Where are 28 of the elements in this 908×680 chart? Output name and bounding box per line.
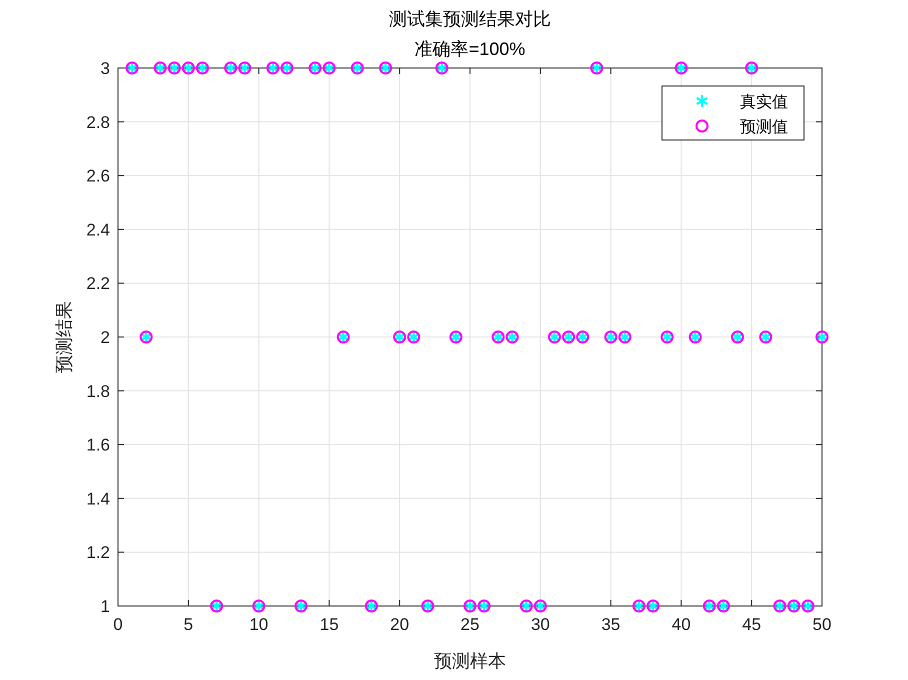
x-tick-label: 15 bbox=[320, 615, 339, 634]
y-tick-label: 2.8 bbox=[86, 112, 110, 132]
y-tick-label: 2.4 bbox=[86, 220, 110, 240]
x-tick-label: 0 bbox=[113, 615, 123, 634]
y-tick-label: 1.6 bbox=[86, 436, 110, 455]
y-tick-label: 2.2 bbox=[86, 274, 110, 294]
y-axis-title: 预测结果 bbox=[54, 301, 74, 373]
legend-label: 预测值 bbox=[740, 119, 788, 136]
y-tick-label: 1.8 bbox=[86, 382, 110, 401]
legend-label: 真实值 bbox=[740, 93, 788, 111]
x-tick-label: 25 bbox=[460, 615, 480, 634]
y-tick-label: 2 bbox=[100, 328, 110, 347]
chart-title: 测试集预测结果对比 bbox=[389, 9, 551, 29]
chart-subtitle: 准确率=100% bbox=[414, 39, 526, 59]
x-tick-label: 40 bbox=[672, 615, 691, 634]
x-tick-label: 50 bbox=[812, 615, 832, 634]
y-tick-label: 1.4 bbox=[86, 489, 110, 508]
x-tick-label: 10 bbox=[249, 615, 268, 634]
y-tick-label: 1.2 bbox=[86, 543, 110, 562]
x-axis-title: 预测样本 bbox=[434, 651, 506, 671]
x-tick-label: 30 bbox=[530, 615, 550, 634]
y-tick-label: 3 bbox=[100, 59, 110, 78]
y-tick-label: 2.6 bbox=[86, 166, 110, 186]
y-tick-label: 1 bbox=[100, 597, 110, 616]
x-tick-label: 45 bbox=[742, 615, 762, 634]
x-tick-label: 35 bbox=[601, 615, 620, 634]
x-tick-label: 5 bbox=[184, 615, 194, 634]
x-tick-label: 20 bbox=[390, 615, 410, 634]
